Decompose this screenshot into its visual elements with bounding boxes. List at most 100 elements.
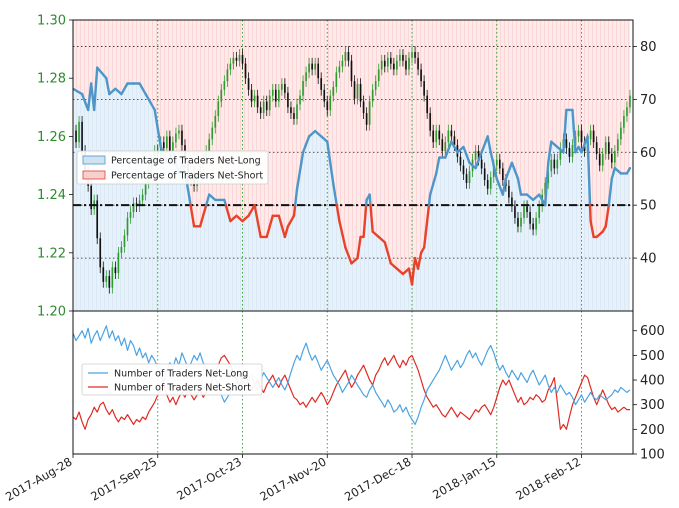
candle-body: [317, 63, 320, 79]
sentiment-line-segment: [489, 151, 498, 180]
candle-body: [302, 81, 304, 96]
candle-body: [405, 60, 407, 70]
candle-body: [241, 54, 244, 64]
sentiment-line-segment: [510, 161, 520, 180]
candle-body: [489, 177, 492, 189]
sentiment-line-segment: [96, 66, 108, 80]
count-tick-label: 400: [640, 374, 665, 389]
sentiment-line-segment: [283, 225, 290, 239]
sentiment-line-segment: [356, 235, 362, 260]
candle-body: [604, 142, 607, 154]
candle-body: [214, 116, 217, 128]
sentiment-line-segment: [229, 214, 238, 223]
candle-body: [502, 168, 504, 181]
sentiment-line-segment: [613, 166, 623, 175]
candle-body: [377, 69, 380, 82]
candle-body: [141, 194, 144, 201]
candle-body: [344, 52, 347, 61]
sentiment-line-segment: [253, 203, 262, 239]
sentiment-line-segment: [204, 193, 211, 207]
candle-body: [365, 113, 368, 125]
price-tick-label: 1.24: [37, 188, 66, 203]
sentiment-line-segment: [474, 151, 483, 170]
percent-axis-ticks: 40 50 60 70 80: [633, 40, 657, 267]
candle-body: [274, 89, 277, 102]
sentiment-line-segment: [595, 230, 604, 239]
price-tick-label: 1.20: [37, 305, 66, 320]
candle-body: [607, 142, 610, 154]
percent-tick-label: 60: [640, 146, 657, 161]
date-axis-ticks: 2017-Aug-28 2017-Sep-25 2017-Oct-23 2017-No…: [3, 454, 583, 504]
candle-body: [350, 60, 353, 82]
candle-body: [438, 130, 441, 140]
candle-body: [444, 142, 447, 151]
candle-body: [589, 130, 592, 140]
legend-label-net-short-pct: Percentage of Traders Net-Short: [111, 171, 263, 182]
candle-body: [559, 148, 562, 160]
sentiment-line-segment: [468, 161, 477, 170]
sentiment-line-segment: [362, 203, 368, 239]
sentiment-line-segment: [456, 145, 465, 154]
sentiment-line-segment: [589, 219, 595, 239]
sentiment-line-segment: [383, 241, 393, 265]
count-tick-label: 600: [640, 324, 665, 339]
candle-body: [169, 136, 171, 151]
legend-label-net-long-pct: Percentage of Traders Net-Long: [111, 156, 261, 167]
candle-body: [580, 130, 583, 143]
candle-body: [571, 145, 574, 157]
candle-body: [620, 127, 622, 140]
candle-body: [383, 60, 386, 67]
candle-body: [477, 150, 480, 160]
sentiment-line-segment: [313, 129, 323, 138]
candle-body: [75, 130, 77, 143]
candle-body: [78, 121, 80, 143]
sentiment-line-segment: [350, 256, 359, 265]
candle-body: [223, 81, 226, 90]
percent-tick-label: 70: [640, 93, 657, 108]
candle-body: [281, 84, 283, 90]
sentiment-line-segment: [320, 135, 329, 143]
candle-body: [120, 246, 123, 253]
candle-body: [172, 142, 174, 151]
candle-body: [326, 101, 329, 111]
price-axis-ticks: 1.20 1.22 1.24 1.26 1.28 1.30: [37, 14, 73, 320]
count-tick-label: 500: [640, 349, 665, 364]
sentiment-line-segment: [504, 161, 514, 180]
candle-body: [253, 95, 256, 102]
sentiment-line-segment: [92, 66, 99, 112]
candle-body: [532, 223, 534, 230]
candle-body: [601, 153, 604, 166]
candle-body: [308, 63, 310, 73]
sentiment-line-segment: [120, 82, 129, 96]
candle-body: [271, 89, 274, 96]
candle-body: [468, 171, 471, 183]
candle-body: [220, 89, 223, 102]
sentiment-line-segment: [422, 203, 431, 249]
percent-tick-label: 40: [640, 252, 657, 267]
candle-body: [262, 101, 265, 114]
sentiment-line-segment: [547, 140, 553, 165]
candle-body: [386, 57, 389, 67]
sentiment-line-segment: [550, 140, 559, 149]
sentiment-line-segment: [525, 193, 535, 202]
sentiment-line-segment: [480, 135, 489, 154]
sentiment-line-segment: [531, 193, 541, 202]
positioning-panel: 100 200 300 400 500 600 Number of Traders Net…: [72, 310, 665, 463]
candle-body: [244, 63, 247, 79]
candle-body: [623, 116, 625, 128]
candle-body: [299, 95, 301, 105]
sentiment-line-segment: [486, 135, 492, 154]
sentiment-line-segment: [189, 203, 196, 228]
candle-body: [211, 127, 214, 140]
candle-body: [414, 52, 416, 58]
candle-body: [426, 95, 428, 114]
candle-body: [556, 159, 559, 169]
date-tick-label: 2017-Nov-20: [257, 454, 328, 503]
candle-body: [335, 72, 338, 87]
candle-body: [423, 81, 425, 96]
candle-body: [320, 78, 323, 90]
sentiment-line-segment: [544, 161, 550, 207]
sentiment-line-segment: [625, 166, 632, 175]
sentiment-line-segment: [371, 230, 380, 239]
sentiment-line-segment: [108, 87, 117, 96]
